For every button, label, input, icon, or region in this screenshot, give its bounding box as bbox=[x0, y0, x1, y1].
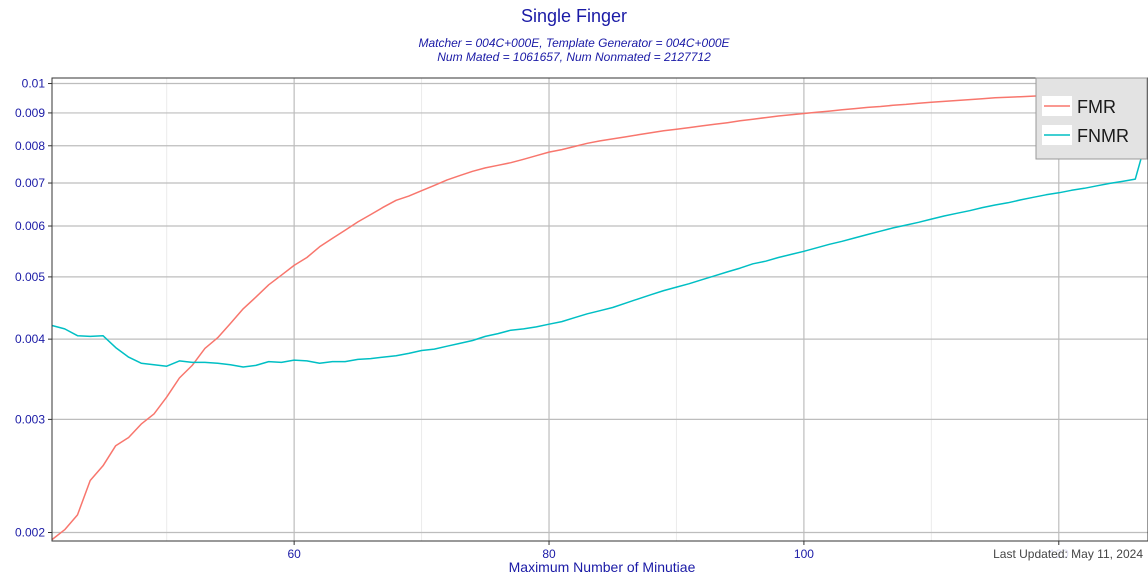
legend-background bbox=[1035, 77, 1148, 160]
y-tick-label: 0.009 bbox=[15, 106, 45, 120]
x-axis: 6080100120 bbox=[287, 541, 1069, 561]
series-line-fmr bbox=[51, 90, 1148, 541]
y-tick-label: 0.008 bbox=[15, 139, 45, 153]
legend-label-fmr: FMR bbox=[1077, 97, 1116, 117]
grid-major bbox=[52, 78, 1148, 541]
annotation-background bbox=[956, 545, 1147, 563]
legend: FMR FNMR bbox=[1035, 77, 1148, 160]
legend-label-fnmr: FNMR bbox=[1077, 126, 1129, 146]
chart-title: Single Finger bbox=[520, 6, 628, 26]
grid-minor bbox=[166, 78, 932, 541]
x-axis-label: Maximum Number of Minutiae bbox=[509, 559, 696, 575]
series-line-fnmr bbox=[51, 133, 1148, 368]
plot-background bbox=[52, 78, 1148, 541]
y-axis: 0.002 0.003 0.004 0.005 0.006 0.007 0.008 0.009… bbox=[15, 77, 52, 540]
chart-subtitle-line-1: Matcher = 004C+000E, Template Generator … bbox=[418, 36, 730, 50]
last-updated-text: Last Updated: May 11, 2024 bbox=[993, 547, 1143, 561]
y-tick-label: 0.005 bbox=[15, 270, 45, 284]
y-tick-label: 0.006 bbox=[15, 219, 45, 233]
y-tick-label: 0.007 bbox=[15, 176, 45, 190]
x-tick-label: 100 bbox=[794, 547, 814, 561]
annotation-box: Last Updated: May 11, 2024 bbox=[956, 545, 1147, 563]
y-tick-label: 0.003 bbox=[15, 412, 45, 426]
plot-border bbox=[51, 77, 1148, 542]
chart-subtitle-line-2: Num Mated = 1061657, Num Nonmated = 2127… bbox=[437, 50, 711, 64]
series-layer bbox=[51, 90, 1148, 541]
x-tick-label: 80 bbox=[542, 547, 556, 561]
y-tick-label: 0.004 bbox=[15, 332, 45, 346]
x-tick-label: 60 bbox=[287, 547, 301, 561]
y-tick-label: 0.01 bbox=[22, 77, 46, 91]
y-tick-label: 0.002 bbox=[15, 526, 45, 540]
